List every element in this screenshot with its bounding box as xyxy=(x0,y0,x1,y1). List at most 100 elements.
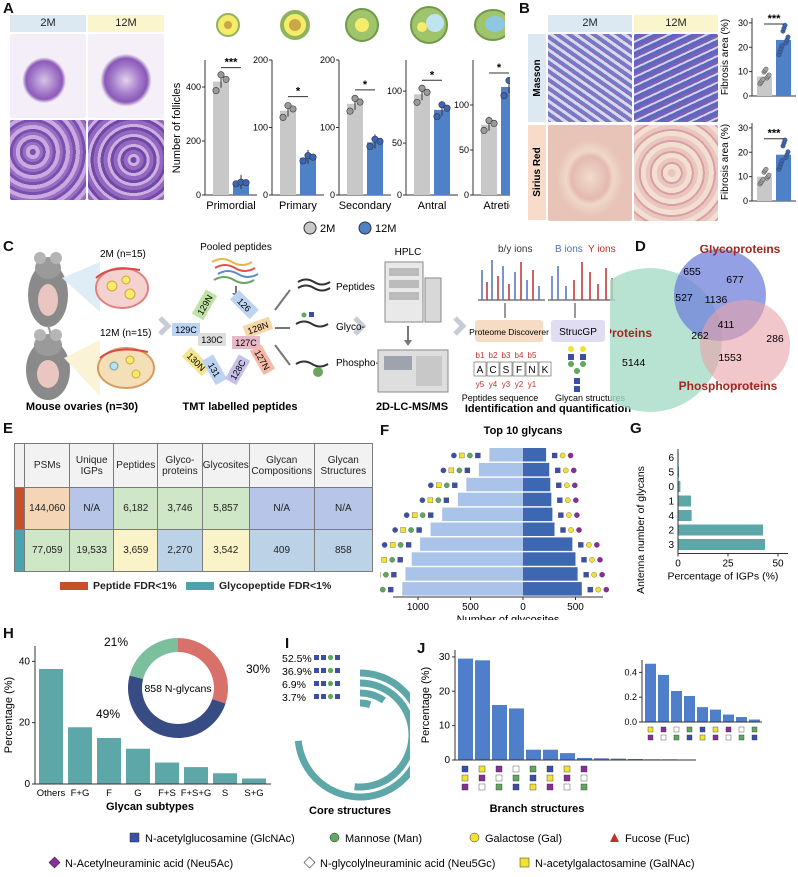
core-pct-4: 3.7% xyxy=(282,692,306,704)
glycan-glyph xyxy=(397,542,404,548)
tmt-tag-box xyxy=(181,347,211,377)
legend-item-5: N-Acetylneuraminic acid (Neu5Ac) xyxy=(48,856,233,870)
bar-right xyxy=(523,477,551,492)
y-tick-label: 100 xyxy=(253,123,268,133)
panel-label-g: G xyxy=(630,420,642,437)
y-tick-label: 200 xyxy=(186,136,201,146)
glycan-glyph xyxy=(467,452,473,459)
bar-left xyxy=(489,448,523,462)
data-point xyxy=(763,166,769,172)
branch-glyph xyxy=(461,783,469,791)
th-glycosites: Glycosites xyxy=(201,443,250,488)
bar-left xyxy=(405,567,523,581)
inset-glyph xyxy=(699,726,706,733)
cell-r2-comp: 409 xyxy=(248,529,315,572)
panel-a-ylabel: Number of follicles xyxy=(171,82,183,173)
data-point xyxy=(418,84,426,92)
glycan-glyph xyxy=(389,542,396,548)
legend-item-4: Fucose (Fuc) xyxy=(610,833,690,845)
glycan-glyph xyxy=(587,586,593,593)
tmt-tag-box xyxy=(198,333,226,346)
tmt-tag-127n: 127N xyxy=(249,344,276,376)
core-pct-3: 6.9% xyxy=(282,679,306,691)
panel-label-a: A xyxy=(3,0,14,17)
branch-glyph xyxy=(563,774,571,782)
core-ring-3 xyxy=(359,689,386,704)
bar-left xyxy=(402,582,523,596)
bar-right xyxy=(523,462,550,477)
y-tick-label: 2 xyxy=(668,526,674,537)
cell-r2-peptides: 3,659 xyxy=(113,529,159,572)
core-ring-1 xyxy=(294,669,410,801)
tmt-tag-box xyxy=(201,354,228,386)
bar-left xyxy=(420,537,523,551)
cell-r2-glycosites: 3,542 xyxy=(201,529,250,572)
panel-d-venn: Glycoproteins Proteins Phosphoproteins 6… xyxy=(610,245,790,412)
glycan-glyph xyxy=(578,542,584,548)
y-tick-label: 100 xyxy=(320,123,335,133)
x-tick-label: F xyxy=(106,788,112,799)
th-glycoproteins: Glyco-proteins xyxy=(157,443,203,488)
fibrosis-chart-sirius: Fibrosis area (%) 0 10 20 30 *** xyxy=(720,123,796,206)
ovary-image-12m-high xyxy=(88,120,164,200)
donut-pct-49: 49% xyxy=(96,707,120,721)
tmt-tag-128n: 128N xyxy=(242,316,274,339)
y-tick-label: 30 xyxy=(439,652,451,663)
glycan-glyph xyxy=(452,482,458,488)
inset-bar-6 xyxy=(710,709,721,722)
y-tick-label: 0 xyxy=(196,190,201,200)
glycan-glyph xyxy=(597,557,603,563)
ions-by-label: b/y ions xyxy=(498,244,532,255)
masson-image-12m xyxy=(634,34,718,122)
data-point xyxy=(443,104,451,112)
glycan-glyph xyxy=(397,557,403,563)
venn-num-677: 677 xyxy=(726,274,744,286)
branch-glyph xyxy=(529,765,537,773)
bar-antenna-4 xyxy=(678,510,692,521)
glycan-glyph xyxy=(572,482,578,489)
core-glyph xyxy=(335,655,340,660)
data-point xyxy=(433,113,441,121)
legend-square-icon xyxy=(129,832,140,843)
legend-2m-label: 2M xyxy=(320,223,335,235)
seq-residue-box xyxy=(486,361,500,377)
inset-bar-9 xyxy=(749,719,760,722)
data-point xyxy=(779,43,785,49)
bar-right xyxy=(523,492,552,507)
follicle-icons xyxy=(216,6,505,44)
b-ion-label: b1 xyxy=(476,351,485,360)
core-glyph xyxy=(335,694,340,699)
tmt-tag-129n: 129N xyxy=(191,289,218,321)
bar-antenna-1 xyxy=(678,495,691,507)
fraction-peptides-icon xyxy=(297,278,331,292)
bar-2M xyxy=(280,110,296,195)
masson-image-2m xyxy=(548,34,632,122)
data-point xyxy=(438,101,446,109)
donut-pct-30: 30% xyxy=(246,662,270,676)
fraction-phospho-icon xyxy=(295,360,329,377)
glycan-glyph xyxy=(556,482,562,488)
branch-glyph xyxy=(495,774,503,782)
branch-glyph xyxy=(580,765,588,773)
legend-label: N-glycolylneuraminic acid (Neu5Gc) xyxy=(320,858,495,870)
bar-2M xyxy=(213,81,229,195)
inset-bar-2 xyxy=(658,674,669,722)
inset-bar-4 xyxy=(684,695,695,722)
branch-glyph xyxy=(461,765,469,773)
core-glyph xyxy=(321,694,326,699)
data-point xyxy=(366,143,374,151)
panel-h-ylabel: Percentage (%) xyxy=(3,677,15,753)
core-pct-1: 52.5% xyxy=(282,653,312,665)
seq-residue-box xyxy=(473,361,487,377)
sirius-image-12m xyxy=(634,125,718,221)
b-ion-label: b5 xyxy=(528,351,537,360)
core-ring-2 xyxy=(354,679,410,791)
glycan-glyph xyxy=(464,467,471,474)
legend-glycopeptide-text: Glycopeptide FDR<1% xyxy=(219,580,332,592)
bar-right xyxy=(523,582,582,596)
y-tick-label: 20 xyxy=(738,147,748,157)
cell-r1-psms: 144,060 xyxy=(24,487,71,530)
data-point xyxy=(785,149,791,155)
cell-r2-igps: 19,533 xyxy=(69,529,115,572)
